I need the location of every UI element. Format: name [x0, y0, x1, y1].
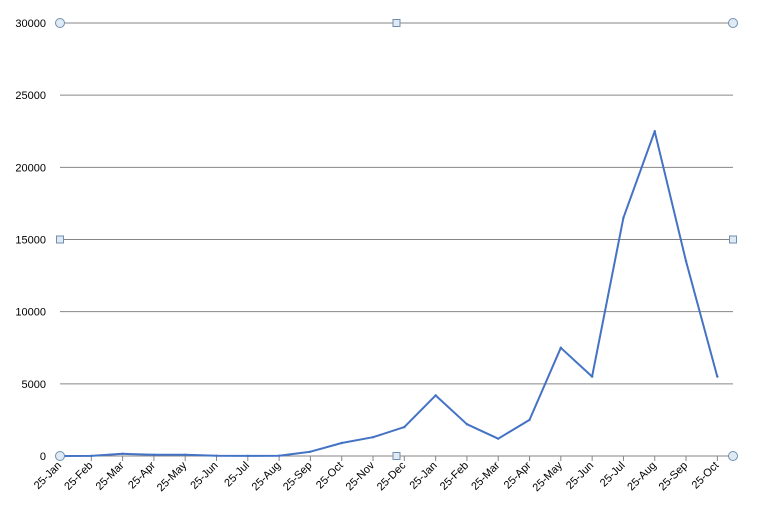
edge-handle	[729, 235, 737, 244]
x-tick-label: 25-Oct	[690, 460, 722, 492]
x-tick-label: 25-Sep	[281, 460, 315, 494]
data-point	[403, 425, 406, 429]
data-point	[684, 259, 688, 263]
data-point	[90, 454, 93, 458]
x-tick-label: 25-Feb	[62, 460, 95, 493]
x-tick-label: 25-Jul	[598, 460, 628, 490]
data-point	[184, 453, 187, 457]
data-point	[653, 130, 656, 133]
data-point	[215, 454, 218, 457]
data-point	[497, 437, 500, 440]
y-tick-label: 20000	[15, 162, 46, 174]
x-tick-label: 25-Feb	[438, 460, 471, 493]
y-tick-label: 25000	[15, 90, 46, 102]
y-tick-label: 5000	[22, 379, 46, 391]
data-point	[246, 454, 250, 458]
x-tick-label: 25-Apr	[502, 459, 534, 491]
x-tick-label: 25-Aug	[625, 460, 659, 494]
data-point	[622, 216, 625, 220]
corner-handle	[55, 451, 65, 461]
data-point	[340, 441, 343, 445]
data-point	[716, 375, 719, 378]
series-line	[59, 130, 719, 457]
data-point	[309, 450, 312, 453]
y-tick-label: 15000	[15, 235, 46, 247]
data-point	[434, 394, 437, 397]
x-tick-label: 25-Jan	[32, 460, 64, 492]
x-tick-label: 25-Jun	[564, 460, 596, 492]
x-tick-label: 25-Mar	[469, 459, 502, 492]
x-tick-label: 25-May	[155, 459, 190, 494]
x-tick-label: 25-Sep	[657, 460, 691, 494]
corner-handle	[728, 18, 738, 28]
x-tick-label: 25-Jun	[188, 460, 220, 492]
x-tick-label: 25-Jul	[222, 460, 252, 490]
edge-handle	[392, 19, 401, 27]
x-tick-label: 25-Aug	[250, 460, 284, 494]
data-point	[152, 453, 156, 457]
edge-handle	[56, 235, 64, 244]
corner-handle	[728, 451, 738, 461]
x-tick-label: 25-Mar	[94, 459, 127, 492]
x-tick-label: 25-Apr	[126, 459, 158, 491]
data-point	[121, 452, 124, 456]
data-point	[590, 375, 594, 378]
y-tick-label: 10000	[15, 307, 46, 319]
corner-handle	[55, 18, 65, 28]
y-tick-label: 0	[40, 451, 46, 463]
x-tick-label: 25-Jan	[407, 460, 439, 492]
data-point	[371, 436, 375, 439]
data-point	[277, 454, 281, 457]
data-point	[528, 418, 531, 422]
x-tick-label: 25-Nov	[344, 459, 378, 493]
x-tick-label: 25-May	[531, 459, 566, 494]
data-point	[559, 346, 563, 349]
edge-handle	[392, 452, 401, 460]
x-tick-label: 25-Dec	[375, 459, 409, 493]
y-tick-label: 30000	[15, 18, 46, 30]
data-point	[465, 423, 469, 426]
x-tick-label: 25-Oct	[314, 460, 346, 492]
